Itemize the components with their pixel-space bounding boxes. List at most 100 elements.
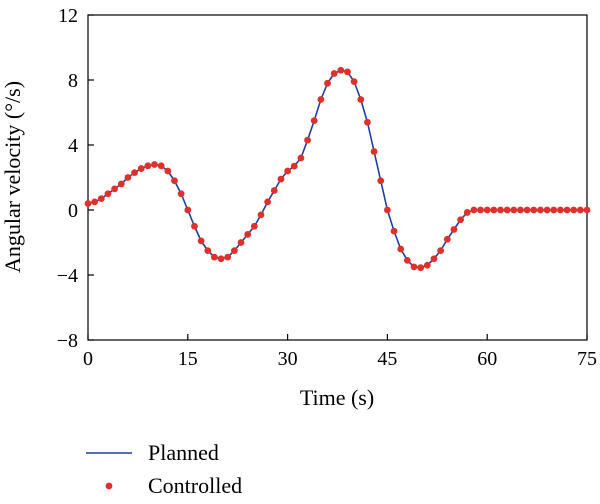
controlled-point [250, 222, 258, 230]
controlled-point [477, 206, 484, 214]
controlled-point [290, 162, 298, 170]
controlled-point [457, 216, 464, 224]
controlled-point [417, 264, 425, 272]
x-axis: 0 15 30 45 60 75 [83, 334, 597, 370]
controlled-point [530, 206, 538, 214]
controlled-point [563, 206, 571, 214]
controlled-point [184, 206, 192, 214]
controlled-point [310, 117, 318, 125]
controlled-point [217, 255, 225, 263]
controlled-point [350, 78, 358, 86]
controlled-point [410, 263, 418, 271]
controlled-point [423, 261, 431, 269]
controlled-point [403, 256, 411, 264]
y-tick-label: −8 [57, 330, 78, 352]
y-axis-title: Angular velocity (°/s) [0, 81, 25, 273]
controlled-point [550, 206, 558, 214]
controlled-point [264, 198, 272, 206]
controlled-point [364, 118, 371, 126]
legend-label-controlled: Controlled [148, 473, 242, 498]
y-axis: −8 −4 0 4 8 12 [57, 5, 94, 352]
x-axis-title: Time (s) [300, 385, 374, 410]
controlled-point [117, 180, 125, 188]
x-tick-label: 30 [278, 348, 298, 370]
controlled-point [177, 190, 185, 198]
legend-label-planned: Planned [148, 440, 219, 465]
controlled-point [84, 200, 92, 207]
controlled-point [111, 185, 119, 193]
controlled-point [344, 68, 351, 76]
controlled-point [384, 206, 391, 214]
controlled-point [397, 245, 405, 253]
controlled-point [470, 206, 478, 214]
controlled-point [317, 96, 325, 103]
controlled-point [437, 247, 445, 255]
controlled-point [357, 96, 365, 103]
series-layer [84, 66, 591, 272]
plot-frame [87, 14, 588, 341]
controlled-point [543, 206, 551, 214]
controlled-point [370, 148, 378, 155]
controlled-point [144, 162, 152, 170]
controlled-point [304, 136, 311, 144]
controlled-point [257, 211, 265, 219]
controlled-point [583, 206, 591, 214]
controlled-point [137, 165, 145, 172]
controlled-point [151, 161, 158, 168]
controlled-point [197, 237, 205, 245]
controlled-point [503, 206, 511, 214]
controlled-point [570, 206, 578, 214]
controlled-point [297, 154, 305, 162]
controlled-point [204, 247, 212, 255]
controlled-point [237, 239, 245, 246]
controlled-point [211, 253, 218, 261]
controlled-point [483, 206, 491, 214]
controlled-point [537, 206, 544, 214]
controlled-point [517, 206, 524, 214]
y-tick-label: 8 [68, 70, 78, 92]
legend-marker-controlled [105, 482, 113, 490]
controlled-point [277, 175, 285, 183]
controlled-point [97, 195, 105, 203]
controlled-point [430, 255, 438, 263]
controlled-point [244, 230, 252, 238]
controlled-point [576, 206, 584, 214]
controlled-point [324, 79, 331, 87]
controlled-point [157, 162, 165, 170]
controlled-point [556, 206, 564, 214]
controlled-point [443, 235, 451, 243]
controlled-point [337, 66, 345, 74]
controlled-point [124, 174, 132, 181]
x-tick-label: 45 [377, 348, 397, 370]
controlled-point [284, 167, 291, 175]
x-tick-label: 60 [477, 348, 497, 370]
legend: Planned Controlled [86, 440, 242, 498]
controlled-point [224, 253, 232, 261]
x-tick-label: 75 [577, 348, 597, 370]
y-tick-label: 0 [68, 200, 78, 222]
controlled-point [490, 206, 498, 214]
y-tick-label: −4 [57, 265, 78, 287]
y-tick-label: 12 [58, 5, 78, 27]
x-tick-label: 15 [178, 348, 198, 370]
controlled-point [164, 167, 172, 175]
controlled-point [191, 222, 198, 230]
controlled-point [450, 226, 458, 233]
y-tick-label: 4 [68, 135, 78, 157]
controlled-point [463, 209, 471, 216]
controlled-point [91, 198, 99, 206]
controlled-point [230, 247, 238, 255]
controlled-point [104, 190, 112, 198]
x-tick-label: 0 [83, 348, 93, 370]
controlled-point [510, 206, 518, 214]
controlled-point [497, 206, 504, 214]
controlled-point [131, 169, 138, 177]
controlled-point [390, 227, 398, 235]
controlled-point [377, 177, 385, 185]
controlled-point [270, 187, 278, 194]
controlled-point [330, 70, 338, 77]
controlled-point [171, 177, 178, 185]
controlled-point [523, 206, 531, 214]
planned-line [87, 69, 587, 269]
